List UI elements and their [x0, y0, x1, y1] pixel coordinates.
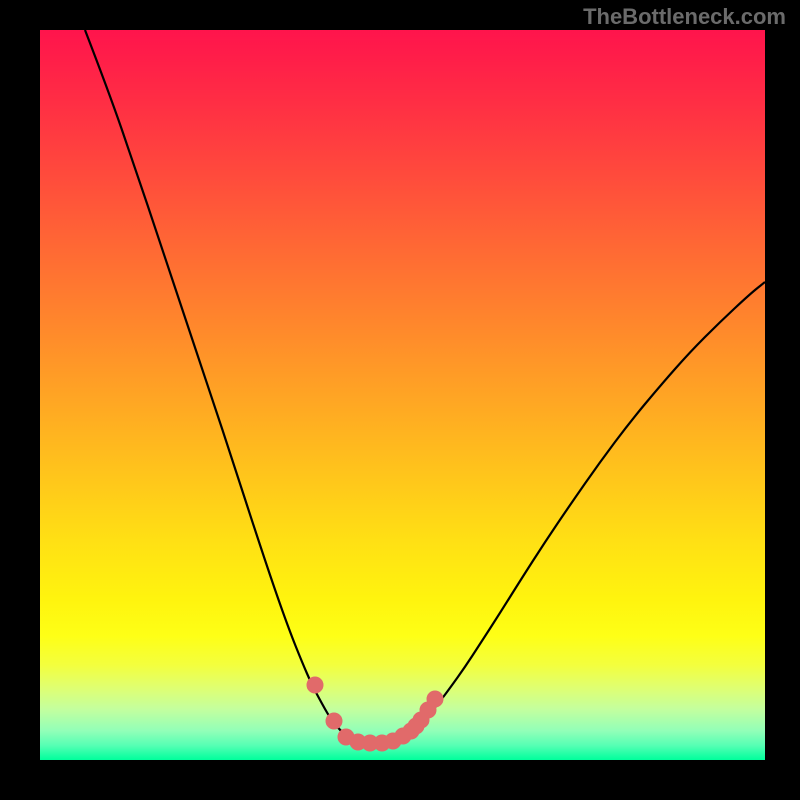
marker-point [427, 691, 443, 707]
watermark-text: TheBottleneck.com [583, 4, 786, 30]
chart-svg [40, 30, 765, 760]
bottleneck-curve [85, 30, 765, 742]
marker-point [307, 677, 323, 693]
plot-area [40, 30, 765, 760]
marker-point [326, 713, 342, 729]
